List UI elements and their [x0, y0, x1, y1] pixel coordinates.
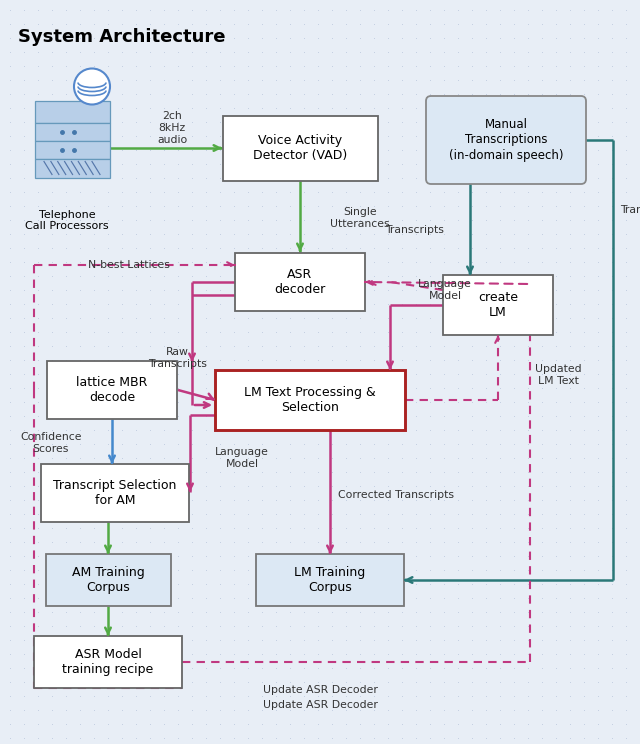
Text: Update ASR Decoder: Update ASR Decoder [262, 685, 378, 695]
Text: Transcripts: Transcripts [385, 225, 444, 235]
Text: ASR
decoder: ASR decoder [275, 268, 326, 296]
Text: Single
Utterances: Single Utterances [330, 207, 390, 229]
Text: Language
Model: Language Model [418, 279, 472, 301]
Bar [215, 370, 405, 430]
Bar [34, 636, 182, 688]
Text: Transcript Selection
for AM: Transcript Selection for AM [53, 479, 177, 507]
Text: Manual
Transcriptions
(in-domain speech): Manual Transcriptions (in-domain speech) [449, 118, 563, 161]
Text: Transcripts: Transcripts [620, 205, 640, 215]
Text: Voice Activity
Detector (VAD): Voice Activity Detector (VAD) [253, 134, 347, 162]
Text: Updated
LM Text: Updated LM Text [535, 365, 582, 386]
Text: create
LM: create LM [478, 291, 518, 319]
FancyBboxPatch shape [426, 96, 586, 184]
Bar [35, 100, 109, 123]
Bar [41, 464, 189, 522]
Text: System Architecture: System Architecture [18, 28, 225, 46]
Bar [35, 141, 109, 158]
Text: 2ch
8kHz
audio: 2ch 8kHz audio [157, 112, 187, 144]
Text: N-best Lattices: N-best Lattices [88, 260, 170, 270]
Text: Language
Model: Language Model [215, 447, 269, 469]
Text: ASR Model
training recipe: ASR Model training recipe [62, 648, 154, 676]
Bar [235, 253, 365, 311]
Bar [47, 361, 177, 419]
Text: lattice MBR
decode: lattice MBR decode [76, 376, 148, 404]
Text: Raw
Transcripts: Raw Transcripts [148, 347, 207, 369]
Text: Update ASR Decoder: Update ASR Decoder [262, 700, 378, 710]
Text: Corrected Transcripts: Corrected Transcripts [338, 490, 454, 500]
Text: LM Training
Corpus: LM Training Corpus [294, 566, 365, 594]
Text: AM Training
Corpus: AM Training Corpus [72, 566, 145, 594]
Bar [443, 275, 553, 335]
Bar [256, 554, 404, 606]
Bar [45, 554, 170, 606]
Bar [35, 158, 109, 178]
Text: Telephone
Call Processors: Telephone Call Processors [25, 210, 109, 231]
Bar [223, 115, 378, 181]
Circle shape [74, 68, 110, 104]
Text: Confidence
Scores: Confidence Scores [20, 432, 81, 454]
Bar [35, 123, 109, 141]
Text: LM Text Processing &
Selection: LM Text Processing & Selection [244, 386, 376, 414]
